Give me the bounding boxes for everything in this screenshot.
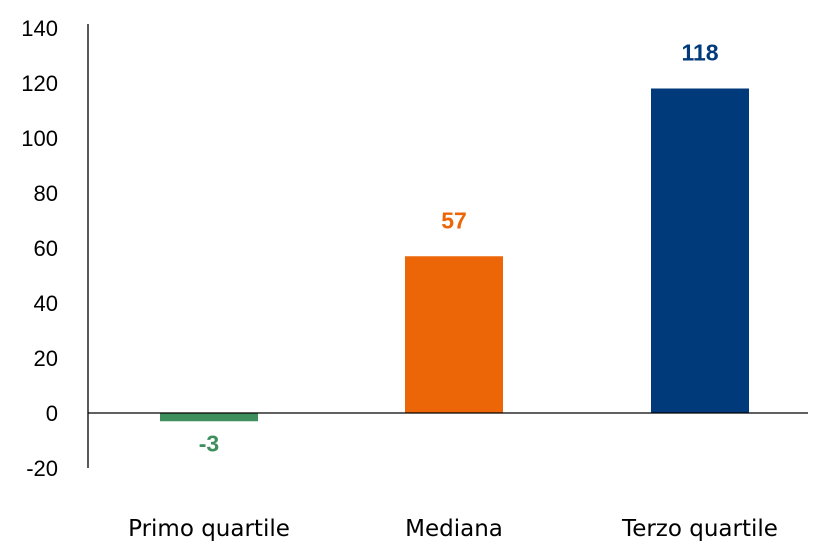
- y-tick-label: -20: [26, 456, 58, 481]
- y-tick-label: 0: [46, 401, 58, 426]
- bar-mediana: [405, 256, 503, 413]
- bars-group: [160, 88, 749, 422]
- category-label: Terzo quartile: [621, 516, 778, 542]
- data-labels-group: -3 57 118: [199, 40, 719, 457]
- y-tick-label: 120: [21, 71, 58, 96]
- category-label: Mediana: [405, 516, 503, 542]
- category-labels-group: Primo quartile Mediana Terzo quartile: [128, 516, 778, 542]
- y-tick-label: 100: [21, 126, 58, 151]
- y-tick-label: 40: [34, 291, 58, 316]
- data-label: 57: [441, 207, 467, 233]
- data-label: 118: [681, 40, 718, 66]
- y-axis-ticks: -20 0 20 40 60 80 100 120 140: [21, 16, 58, 481]
- y-tick-label: 80: [34, 181, 58, 206]
- bar-terzo-quartile: [651, 88, 749, 413]
- category-label: Primo quartile: [128, 516, 290, 542]
- data-label: -3: [199, 430, 219, 456]
- y-tick-label: 140: [21, 16, 58, 41]
- y-tick-label: 20: [34, 346, 58, 371]
- y-tick-label: 60: [34, 236, 58, 261]
- bar-primo-quartile: [160, 413, 258, 422]
